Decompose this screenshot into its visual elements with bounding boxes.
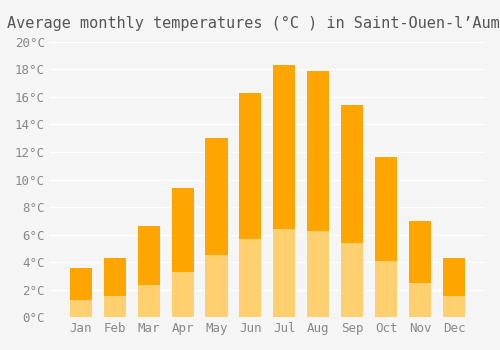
Bar (308, 71, 330, 317)
Bar (70, 300, 92, 317)
Bar (443, 296, 465, 317)
Bar (104, 258, 126, 317)
Bar (375, 261, 398, 317)
Title: Average monthly temperatures (°C ) in Saint-Ouen-l’Aumône: Average monthly temperatures (°C ) in Sa… (8, 15, 500, 31)
Bar (443, 258, 465, 317)
Bar (409, 284, 432, 317)
Bar (104, 296, 126, 317)
Bar (172, 188, 194, 317)
Bar (138, 285, 160, 317)
Bar (240, 93, 262, 317)
Bar (274, 65, 295, 317)
Bar (240, 239, 262, 317)
Bar (70, 268, 92, 317)
Bar (274, 229, 295, 317)
Bar (206, 138, 228, 317)
Bar (409, 221, 432, 317)
Bar (206, 254, 228, 317)
Bar (138, 226, 160, 317)
Bar (342, 243, 363, 317)
Bar (172, 272, 194, 317)
Bar (308, 231, 330, 317)
Bar (375, 158, 398, 317)
Bar (342, 105, 363, 317)
